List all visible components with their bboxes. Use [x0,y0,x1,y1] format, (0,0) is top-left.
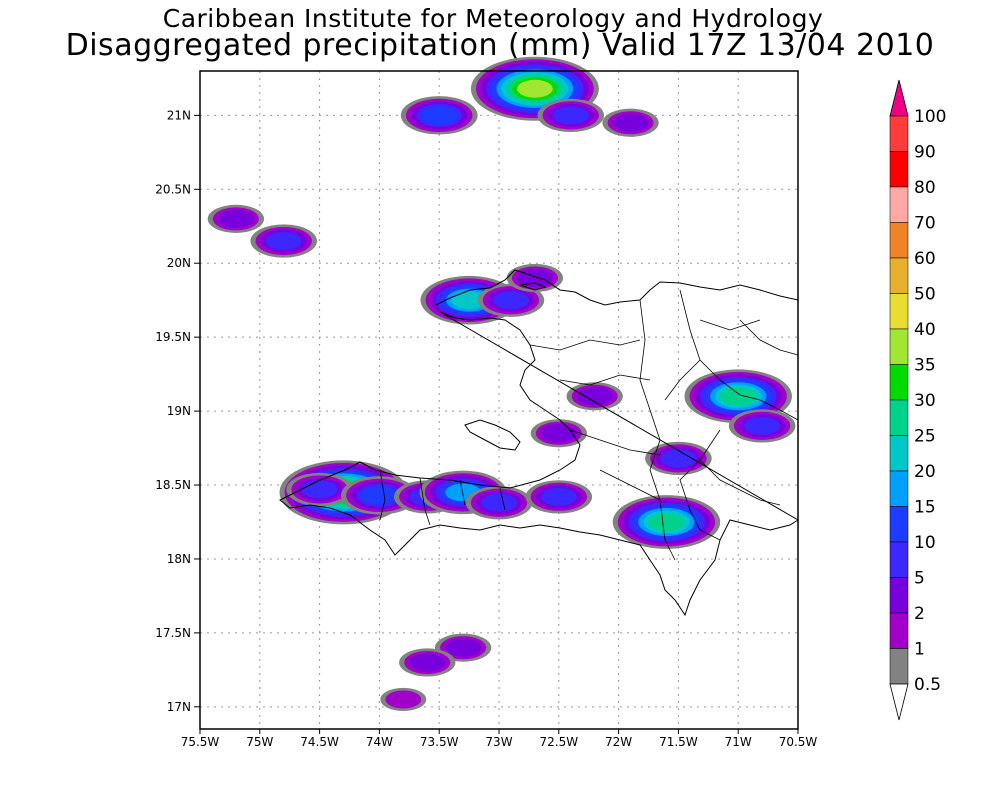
precip-contour [301,480,338,499]
colorbar-swatch [889,435,909,472]
lon-tick-label: 75.5W [181,735,220,749]
lat-tick-label: 18.5N [155,478,191,492]
chart-title: Caribbean Institute for Meteorology and … [162,4,824,33]
colorbar-label: 0.5 [914,675,941,695]
chart-subtitle: Disaggregated precipitation (mm) Valid 1… [65,28,935,63]
colorbar-legend: 100 90 80 70 60 50 40 35 30 25 20 15 10 5 2 1 0.5 [889,79,946,721]
gonave-island [464,419,521,451]
colorbar-swatch [889,612,909,649]
colorbar-label: 50 [914,285,936,305]
precip-contour [540,487,577,506]
colorbar-top-arrow [889,79,909,117]
colorbar-swatch [889,293,909,330]
precip-contour [451,291,488,310]
colorbar-label: 2 [914,604,925,624]
colorbar-swatch [889,577,909,614]
internal-borders [379,289,799,561]
lon-tick-label: 74W [366,735,393,749]
precip-contour [361,486,398,505]
precip-contour [493,291,529,310]
colorbar-label: 5 [914,569,925,589]
precip-contour [612,113,649,132]
colorbar-bottom-arrow [889,683,909,721]
precip-contour [445,638,482,657]
colorbar-label: 20 [914,462,936,482]
lon-tick-label: 73W [485,735,512,749]
lat-tick-label: 20.5N [155,182,191,196]
lon-tick-label: 71.5W [659,735,698,749]
precip-contour [481,493,517,512]
lon-tick-label: 72.5W [540,735,579,749]
hispaniola-coastline [279,269,799,617]
colorbar-label: 30 [914,391,936,411]
colorbar-swatch [889,506,909,543]
precip-contour [744,416,781,435]
colorbar-label: 70 [914,214,936,234]
coastlines [279,269,799,617]
lat-tick-label: 20N [167,256,191,270]
precip-contour [421,106,458,125]
lat-tick-label: 17N [167,700,191,714]
tortuga-island [519,282,547,291]
precip-contour [660,449,697,468]
grid-lines [199,71,799,729]
colorbar-label: 80 [914,178,936,198]
lon-tick-label: 74.5W [300,735,339,749]
lat-tick-label: 21N [167,108,191,122]
precip-contour [385,690,422,709]
colorbar-swatch [889,151,909,188]
colorbar-swatch [889,222,909,259]
precip-contour [516,79,553,98]
precip-contour [720,387,757,406]
precip-contour [265,232,302,251]
colorbar-swatch [889,364,909,401]
colorbar-label: 40 [914,320,936,340]
lon-tick-label: 75W [246,735,273,749]
precip-contour [540,424,577,443]
precip-contour [552,106,589,125]
colorbar-swatch [889,399,909,436]
colorbar-label: 15 [914,498,936,518]
colorbar-swatch [889,541,909,578]
colorbar-swatch [889,470,909,507]
colorbar-label: 100 [914,107,946,127]
colorbar-swatch [889,648,909,685]
colorbar-label: 90 [914,143,936,163]
colorbar-swatch [889,328,909,365]
colorbar-label: 35 [914,356,936,376]
colorbar-label: 10 [914,533,936,553]
lat-tick-label: 18N [167,552,191,566]
precip-contour [409,653,446,672]
colorbar-swatch [889,257,909,294]
precipitation-field [207,56,796,711]
colorbar-label: 25 [914,427,936,447]
colorbar-label: 1 [914,640,925,660]
precip-contour [648,513,685,531]
latitude-labels: 21N 20.5N 20N 19.5N 19N 18.5N 18N 17.5N 17N [155,108,200,714]
colorbar-swatch [889,186,909,223]
lon-tick-label: 71W [725,735,752,749]
lon-tick-label: 73.5W [420,735,459,749]
lon-tick-label: 72W [605,735,632,749]
longitude-labels: 75.5W 75W 74.5W 74W 73.5W 73W 72.5W 72W 71.5W 71W… [181,729,818,749]
precip-contour [576,387,613,406]
colorbar-swatch [889,115,909,152]
colorbar-label: 60 [914,249,936,269]
precip-contour [217,209,254,228]
lat-tick-label: 19N [167,404,191,418]
lat-tick-label: 17.5N [155,626,191,640]
lon-tick-label: 70.5W [779,735,818,749]
lat-tick-label: 19.5N [155,330,191,344]
